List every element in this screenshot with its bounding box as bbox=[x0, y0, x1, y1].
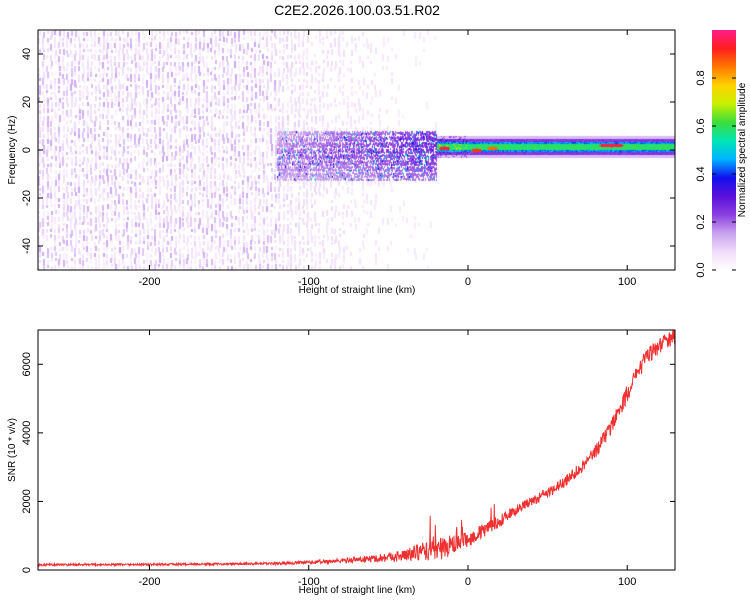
colorbar-gradient bbox=[712, 30, 736, 270]
spectrogram-x-tick-label: 0 bbox=[465, 276, 471, 288]
snr-y-tick-label: 6000 bbox=[21, 352, 33, 376]
snr-plot-area bbox=[38, 330, 675, 570]
spectrogram-x-axis-label: Height of straight line (km) bbox=[299, 285, 416, 296]
snr-frame bbox=[37, 329, 676, 571]
spectrogram-y-tick-label: 40 bbox=[21, 48, 33, 60]
spectrogram-y-tick-label: -40 bbox=[21, 238, 33, 254]
spectrogram-y-tick-label: 0 bbox=[21, 147, 33, 153]
colorbar-tick-label: 0.4 bbox=[695, 166, 707, 181]
figure-title: C2E2.2026.100.03.51.R02 bbox=[274, 2, 440, 18]
snr-x-axis-label: Height of straight line (km) bbox=[299, 585, 416, 596]
spectrogram-y-tick-label: -20 bbox=[21, 190, 33, 206]
snr-series-line bbox=[38, 330, 675, 568]
spectrogram-x-tick-label: 100 bbox=[618, 276, 636, 288]
snr-x-tick-label: 0 bbox=[465, 576, 471, 588]
snr-y-axis-label: SNR (10 * v/v) bbox=[7, 418, 18, 482]
colorbar-ticks: 0.0 0.2 0.4 0.6 0.8 bbox=[695, 70, 736, 278]
colorbar-tick-label: 0.0 bbox=[695, 262, 707, 277]
snr-y-tick-label: 0 bbox=[21, 567, 33, 573]
spectrogram-x-tick-label: -100 bbox=[298, 276, 320, 288]
snr-y-tick-label: 2000 bbox=[21, 489, 33, 513]
colorbar-label: Normalized spectral amplitude bbox=[737, 82, 748, 217]
colorbar: 0.0 0.2 0.4 0.6 0.8 Normalized spectral ampl… bbox=[695, 30, 748, 278]
colorbar-tick-label: 0.8 bbox=[695, 70, 707, 85]
snr-y-tick-label: 4000 bbox=[21, 421, 33, 445]
spectrogram-x-tick-label: -200 bbox=[138, 276, 160, 288]
spectrogram-y-axis-label: Frequency (Hz) bbox=[7, 116, 18, 185]
colorbar-tick-label: 0.6 bbox=[695, 118, 707, 133]
snr-x-tick-label: -200 bbox=[138, 576, 160, 588]
colorbar-tick-label: 0.2 bbox=[695, 214, 707, 229]
snr-x-tick-label: -100 bbox=[298, 576, 320, 588]
snr-x-tick-label: 100 bbox=[618, 576, 636, 588]
spectrogram-heatmap bbox=[38, 30, 675, 270]
spectrogram-y-tick-label: 20 bbox=[21, 96, 33, 108]
